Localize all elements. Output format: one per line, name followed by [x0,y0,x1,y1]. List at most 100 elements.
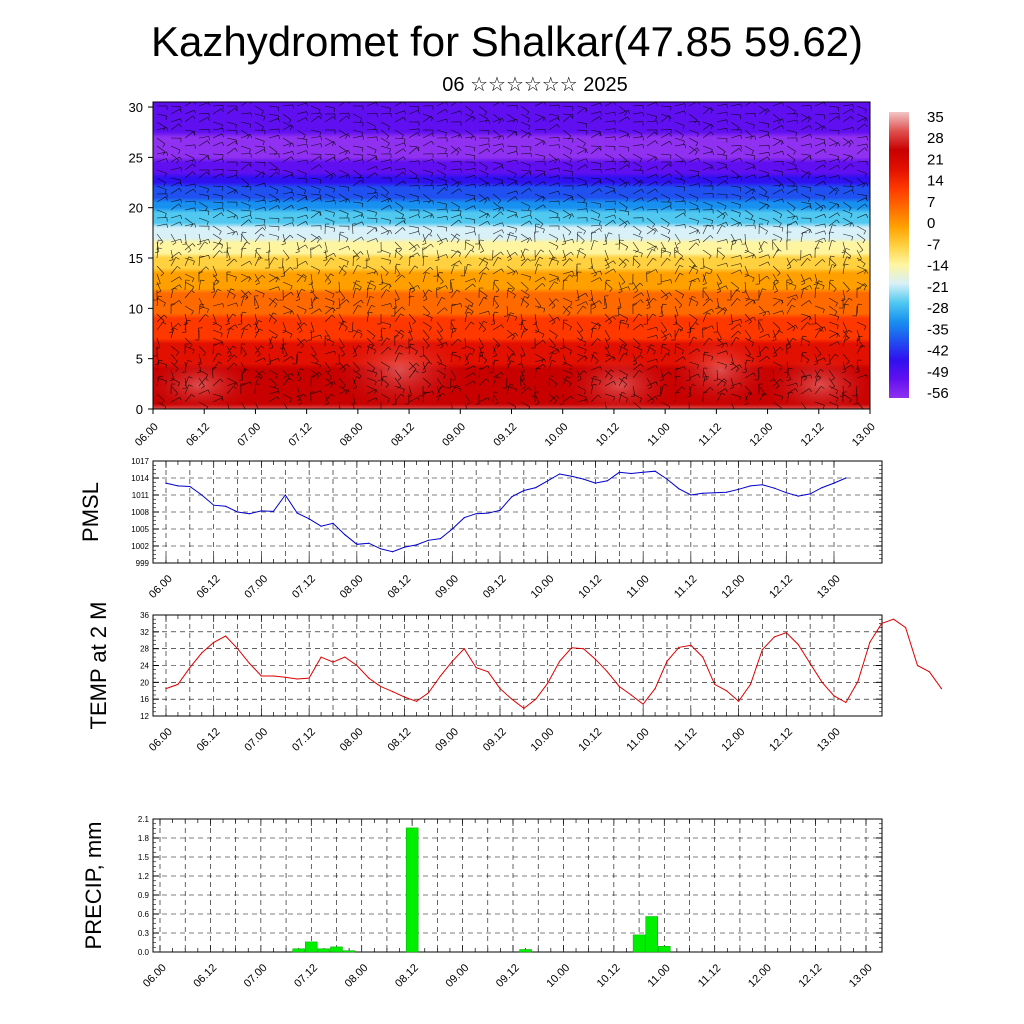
wind-barb-flag [836,325,839,330]
wind-barb [744,265,749,276]
wind-barb-flag [795,132,797,137]
wind-barb [268,298,276,307]
wind-barb [394,345,400,355]
wind-barb [464,205,475,211]
wind-barb [632,323,642,331]
wind-barb [310,321,315,332]
wind-barb-flag [388,346,392,351]
wind-barb-flag [729,387,734,389]
wind-barb-flag [220,333,223,338]
wind-barb [786,145,796,152]
wind-barb-flag [544,359,546,364]
wind-barb-flag [837,156,839,161]
wind-barb-flag [652,313,657,317]
wind-barb-flag [235,124,237,129]
wind-barb-flag [599,132,602,137]
wind-barb [338,361,346,370]
wind-barb [394,274,403,283]
wind-barb [730,145,742,147]
wind-barb [226,362,235,371]
wind-barb [198,171,207,179]
wind-barb [352,214,363,219]
wind-barb-flag [679,264,684,268]
wind-barb-flag [807,174,811,179]
wind-barb-flag [641,188,644,193]
wind-barb [422,329,430,338]
wind-barb [450,385,461,390]
heatmap-xtick-label: 10.12 [594,421,622,449]
wind-barb [464,401,468,409]
wind-barb [506,360,512,371]
wind-barb-flag [256,411,260,413]
wind-barb [730,222,741,227]
wind-barb [324,305,335,310]
wind-barb-flag [483,296,488,300]
precip-bar [292,948,305,953]
wind-barb-flag [356,376,361,379]
wind-barb-flag [697,133,699,137]
wind-barb-flag [739,364,742,369]
wind-barb [814,125,825,131]
wind-barb [856,283,865,291]
wind-barb [590,228,600,235]
wind-barb-flag [737,222,740,227]
wind-barb-flag [234,190,237,195]
wind-barb [408,361,417,370]
wind-barb [296,177,308,180]
wind-barb-flag [514,173,517,178]
wind-barb [534,193,545,199]
wind-barb-flag [726,119,728,124]
wind-barb-flag [779,238,783,243]
wind-barb [646,197,657,203]
wind-barb-flag [845,248,850,250]
wind-barb [212,393,223,397]
wind-barb [338,401,341,409]
wind-barb-flag [196,371,201,373]
wind-barb [408,241,417,250]
wind-barb-flag [561,243,566,245]
wind-barb [660,128,672,131]
wind-barb-flag [444,187,448,191]
wind-barb [842,127,853,131]
wind-barb [268,171,278,179]
wind-barb [380,193,390,200]
wind-barb [324,257,332,267]
wind-barb [464,345,475,350]
wind-barb-flag [858,335,863,337]
wind-barb-flag [229,328,234,330]
wind-barb-flag [655,188,658,193]
wind-barb [506,249,512,260]
wind-barb [744,385,752,394]
wind-barb [436,385,443,395]
wind-barb [352,169,362,176]
wind-barb-flag [194,159,196,164]
wind-barb-flag [674,251,679,254]
wind-barb-flag [221,397,224,402]
wind-barb-flag [484,111,488,116]
wind-barb-flag [721,256,725,260]
wind-barb-flag [217,352,222,356]
wind-barb [618,392,622,403]
wind-barb-flag [824,102,827,107]
wind-barb [324,172,334,179]
wind-barb-flag [810,374,813,379]
wind-barb [366,271,377,275]
wind-barb-flag [304,339,308,343]
wind-barb-flag [456,289,461,293]
wind-barb-flag [390,167,392,172]
wind-barb-flag [288,119,292,124]
wind-barb-flag [515,196,518,200]
wind-barb [478,367,481,379]
wind-barb-flag [187,249,192,253]
wind-barb [604,313,612,322]
wind-barb-flag [612,220,616,224]
ytick-label: 2.1 [138,815,150,824]
wind-barb-flag [352,355,357,358]
wind-barb [562,377,572,384]
wind-barb [744,135,755,139]
wind-barb-flag [418,110,421,115]
wind-barb-flag [655,269,658,274]
wind-barb-flag [585,149,588,154]
wind-barb-flag [525,288,529,292]
wind-barb [254,328,260,339]
